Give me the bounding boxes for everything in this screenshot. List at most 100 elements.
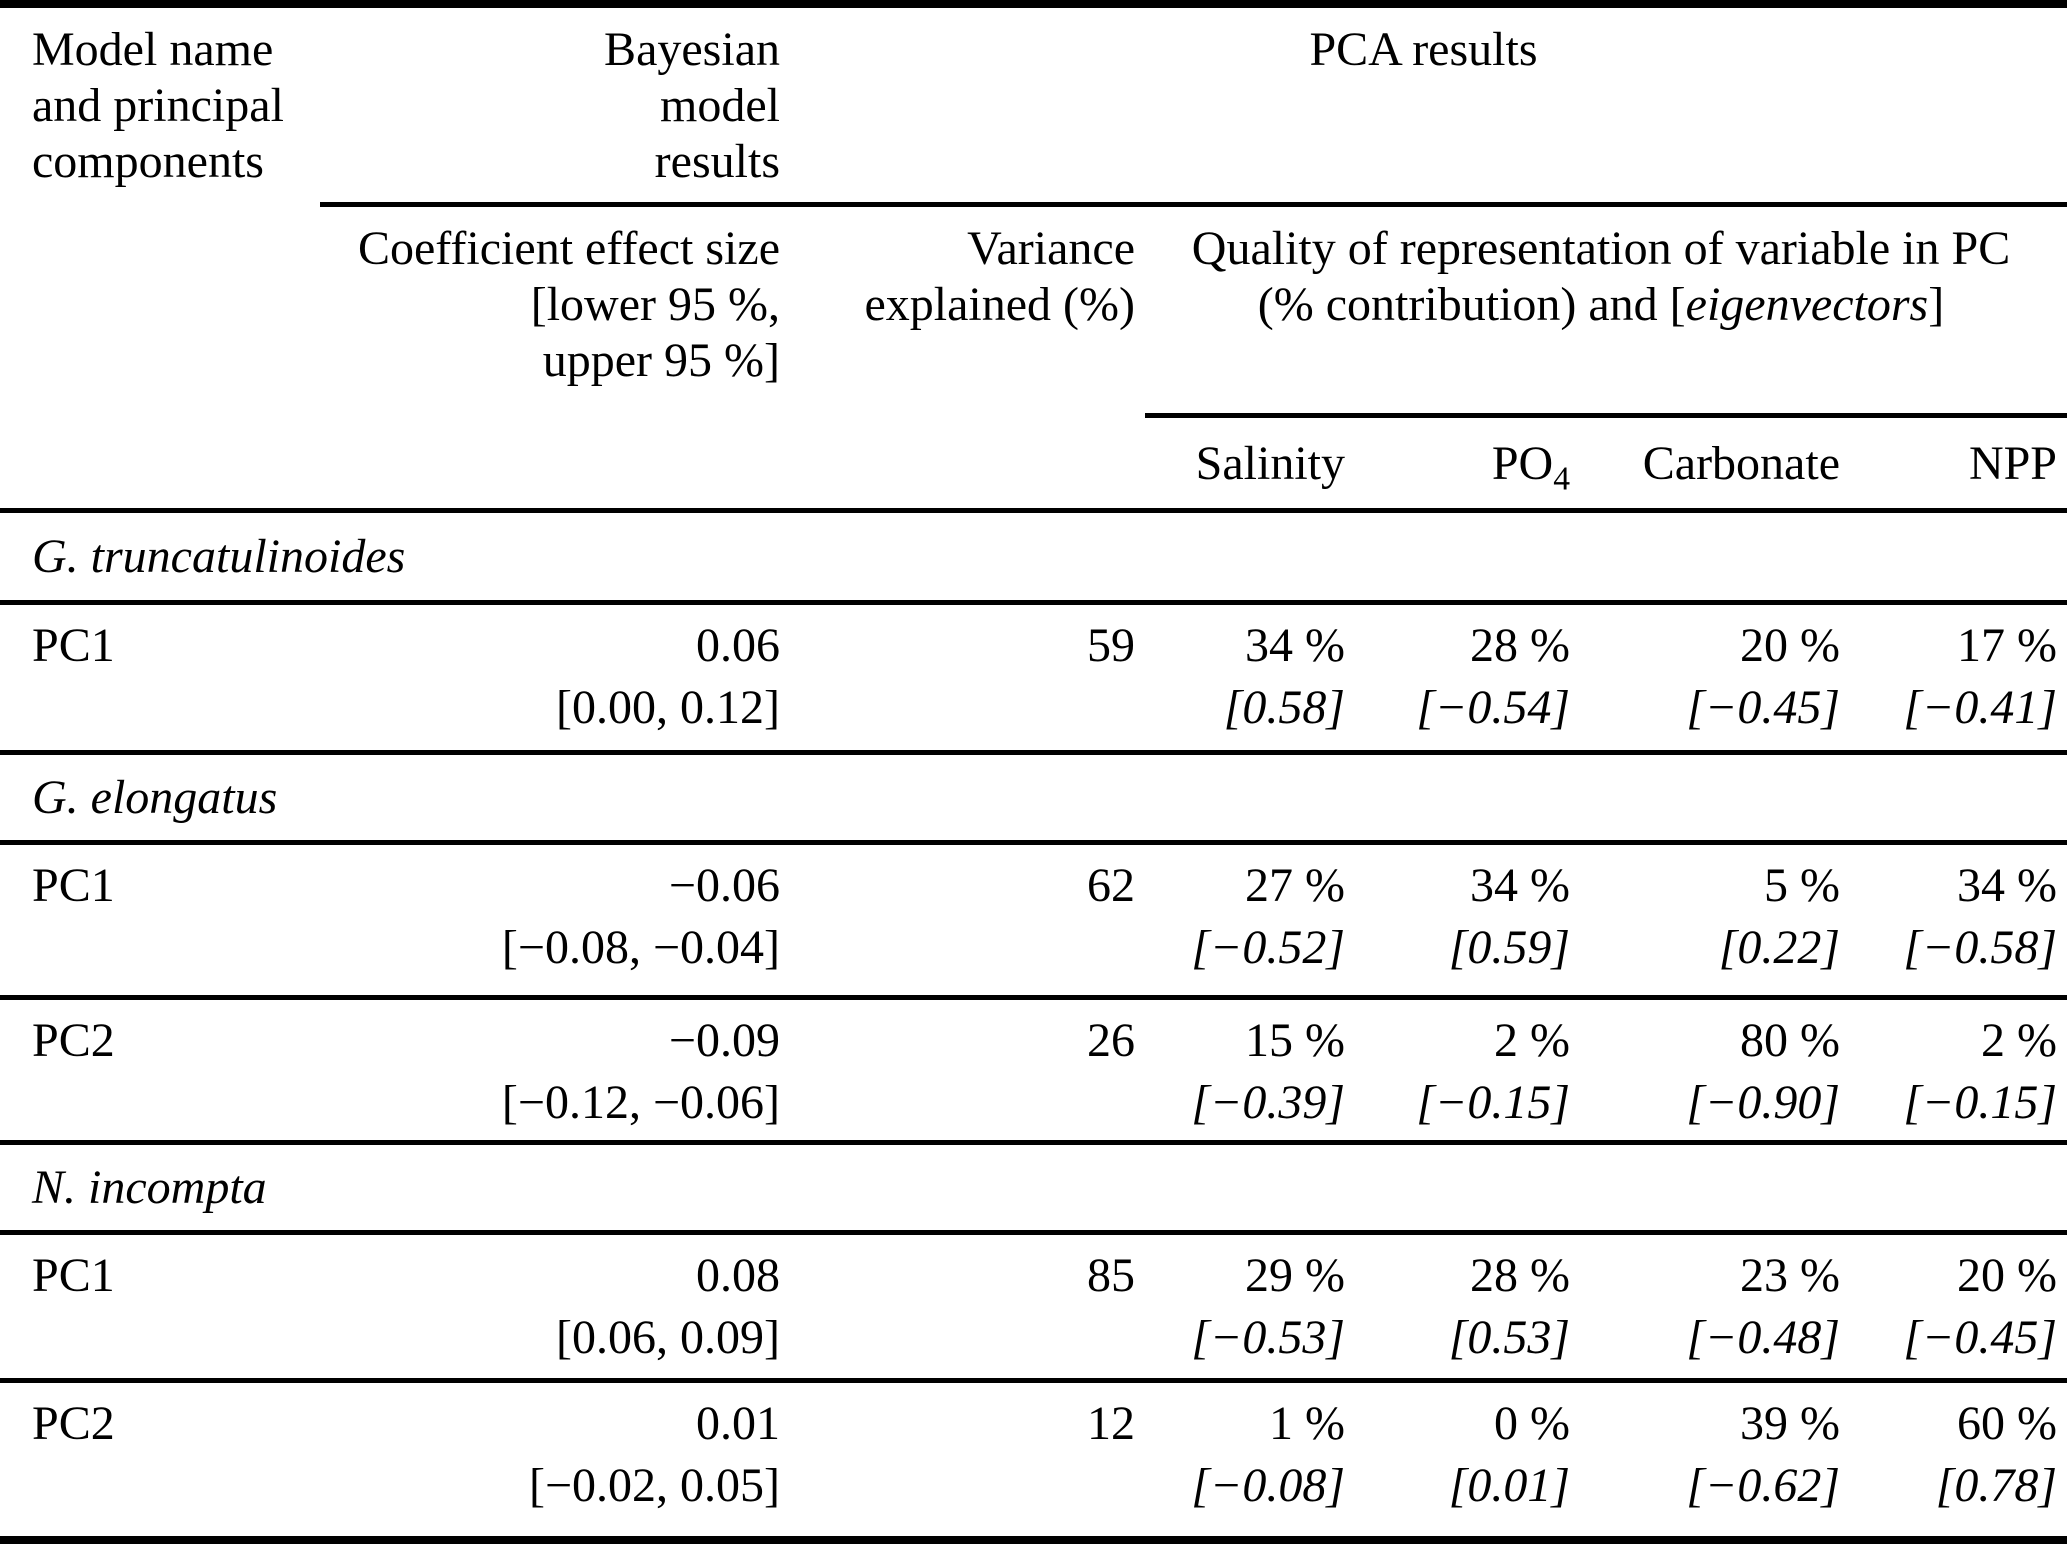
eigenvector: [−0.58]: [1903, 921, 2057, 974]
header-bayesian-line3: results: [654, 135, 780, 188]
col-header-carbonate-label: Carbonate: [1642, 436, 1840, 490]
eigenvector: [−0.15]: [1416, 1076, 1570, 1129]
salinity-cell: 15 % [−0.39]: [1145, 1000, 1355, 1145]
header-quality-line2: (% contribution) and [eigenvectors]: [1145, 277, 2057, 333]
coefficient-cell: 0.01 [−0.02, 0.05]: [320, 1383, 790, 1536]
contribution-pct: 27 %: [1245, 859, 1345, 912]
col-header-salinity-label: Salinity: [1195, 436, 1345, 490]
eigenvector: [−0.41]: [1903, 681, 2057, 734]
header-quality-line1: Quality of representation of variable in…: [1191, 222, 2011, 275]
column-header-spacer: [0, 418, 1145, 513]
npp-cell: 2 % [−0.15]: [1850, 1000, 2067, 1145]
coefficient-cell: −0.06 [−0.08, −0.04]: [320, 845, 790, 1000]
header-coefficient-line3: upper 95 %]: [542, 334, 780, 387]
npp-cell: 17 % [−0.41]: [1850, 605, 2067, 755]
header-variance-line2: explained (%): [864, 278, 1135, 331]
header-row-group: Model name and principal components Baye…: [0, 8, 2067, 207]
header-model-name: Model name and principal components: [0, 8, 320, 207]
header-variance: Variance explained (%): [790, 207, 1145, 418]
carbonate-cell: 5 % [0.22]: [1580, 845, 1850, 1000]
eigenvector: [−0.54]: [1416, 681, 1570, 734]
coefficient-value: −0.09: [668, 1014, 780, 1067]
coefficient-ci: [−0.08, −0.04]: [501, 921, 780, 974]
species-name: G. truncatulinoides: [0, 513, 2067, 605]
pc-label: PC1: [0, 845, 320, 1000]
section-row-incompta: N. incompta: [0, 1145, 2067, 1235]
carbonate-cell: 80 % [−0.90]: [1580, 1000, 1850, 1145]
header-bayesian-line1: Bayesian: [604, 23, 780, 76]
po4-cell: 2 % [−0.15]: [1355, 1000, 1580, 1145]
coefficient-cell: −0.09 [−0.12, −0.06]: [320, 1000, 790, 1145]
eigenvector: [0.01]: [1448, 1459, 1570, 1512]
contribution-pct: 80 %: [1740, 1014, 1840, 1067]
species-name: G. elongatus: [0, 755, 2067, 845]
variance-value: 85: [1087, 1249, 1135, 1302]
header-pca-results-label: PCA results: [1309, 23, 1538, 76]
contribution-pct: 1 %: [1269, 1397, 1345, 1450]
eigenvector: [−0.39]: [1191, 1076, 1345, 1129]
eigenvector: [0.59]: [1448, 921, 1570, 974]
data-row-elongatus-pc1: PC1 −0.06 [−0.08, −0.04] 62 27 % [−0.52]…: [0, 845, 2067, 1000]
contribution-pct: 2 %: [1494, 1014, 1570, 1067]
section-row-elongatus: G. elongatus: [0, 755, 2067, 845]
col-header-npp: NPP: [1850, 418, 2067, 513]
pc-label: PC1: [0, 1235, 320, 1383]
contribution-pct: 39 %: [1740, 1397, 1840, 1450]
eigenvector: [−0.52]: [1191, 921, 1345, 974]
variance-value: 59: [1087, 619, 1135, 672]
coefficient-cell: 0.08 [0.06, 0.09]: [320, 1235, 790, 1383]
coefficient-value: 0.06: [696, 619, 780, 672]
pc-label: PC2: [0, 1383, 320, 1536]
variance-value: 26: [1087, 1014, 1135, 1067]
pc-label: PC2: [0, 1000, 320, 1145]
carbonate-cell: 39 % [−0.62]: [1580, 1383, 1850, 1536]
contribution-pct: 23 %: [1740, 1249, 1840, 1302]
variance-cell: 26: [790, 1000, 1145, 1145]
coefficient-value: 0.01: [696, 1397, 780, 1450]
contribution-pct: 2 %: [1981, 1014, 2057, 1067]
contribution-pct: 15 %: [1245, 1014, 1345, 1067]
contribution-pct: 0 %: [1494, 1397, 1570, 1450]
contribution-pct: 28 %: [1470, 1249, 1570, 1302]
col-header-salinity: Salinity: [1145, 418, 1355, 513]
carbonate-cell: 23 % [−0.48]: [1580, 1235, 1850, 1383]
po4-cell: 28 % [−0.54]: [1355, 605, 1580, 755]
header-model-name-line3: components: [32, 135, 264, 188]
data-row-elongatus-pc2: PC2 −0.09 [−0.12, −0.06] 26 15 % [−0.39]…: [0, 1000, 2067, 1145]
contribution-pct: 34 %: [1470, 859, 1570, 912]
coefficient-ci: [0.00, 0.12]: [556, 681, 780, 734]
header-bayesian-line2: model: [660, 79, 780, 132]
col-header-carbonate: Carbonate: [1580, 418, 1850, 513]
header-coefficient-line1: Coefficient effect size: [357, 222, 780, 275]
header-row-subgroup: Coefficient effect size [lower 95 %, upp…: [0, 207, 2067, 418]
column-header-row: Salinity PO4 Carbonate NPP: [0, 418, 2067, 513]
po4-cell: 34 % [0.59]: [1355, 845, 1580, 1000]
coefficient-ci: [−0.12, −0.06]: [501, 1076, 780, 1129]
contribution-pct: 28 %: [1470, 619, 1570, 672]
pc-label-text: PC2: [32, 1014, 115, 1067]
header-quality-line2-pre: (% contribution) and [: [1257, 278, 1686, 331]
coefficient-value: −0.06: [668, 859, 780, 912]
section-row-truncatulinoides: G. truncatulinoides: [0, 513, 2067, 605]
variance-cell: 59: [790, 605, 1145, 755]
contribution-pct: 34 %: [1957, 859, 2057, 912]
eigenvector: [0.78]: [1935, 1459, 2057, 1512]
variance-value: 62: [1087, 859, 1135, 912]
header-bayesian: Bayesian model results: [320, 8, 790, 207]
data-row-truncatulinoides-pc1: PC1 0.06 [0.00, 0.12] 59 34 % [0.58] 28 …: [0, 605, 2067, 755]
contribution-pct: 20 %: [1740, 619, 1840, 672]
salinity-cell: 1 % [−0.08]: [1145, 1383, 1355, 1536]
header-model-name-line1: Model name: [32, 23, 274, 76]
salinity-cell: 29 % [−0.53]: [1145, 1235, 1355, 1383]
col-header-po4-sub: 4: [1553, 460, 1570, 498]
header-coefficient-line2: [lower 95 %,: [530, 278, 780, 331]
variance-cell: 12: [790, 1383, 1145, 1536]
contribution-pct: 5 %: [1764, 859, 1840, 912]
npp-cell: 34 % [−0.58]: [1850, 845, 2067, 1000]
eigenvector: [−0.62]: [1686, 1459, 1840, 1512]
species-name: N. incompta: [0, 1145, 2067, 1235]
coefficient-value: 0.08: [696, 1249, 780, 1302]
header-coefficient: Coefficient effect size [lower 95 %, upp…: [320, 207, 790, 418]
